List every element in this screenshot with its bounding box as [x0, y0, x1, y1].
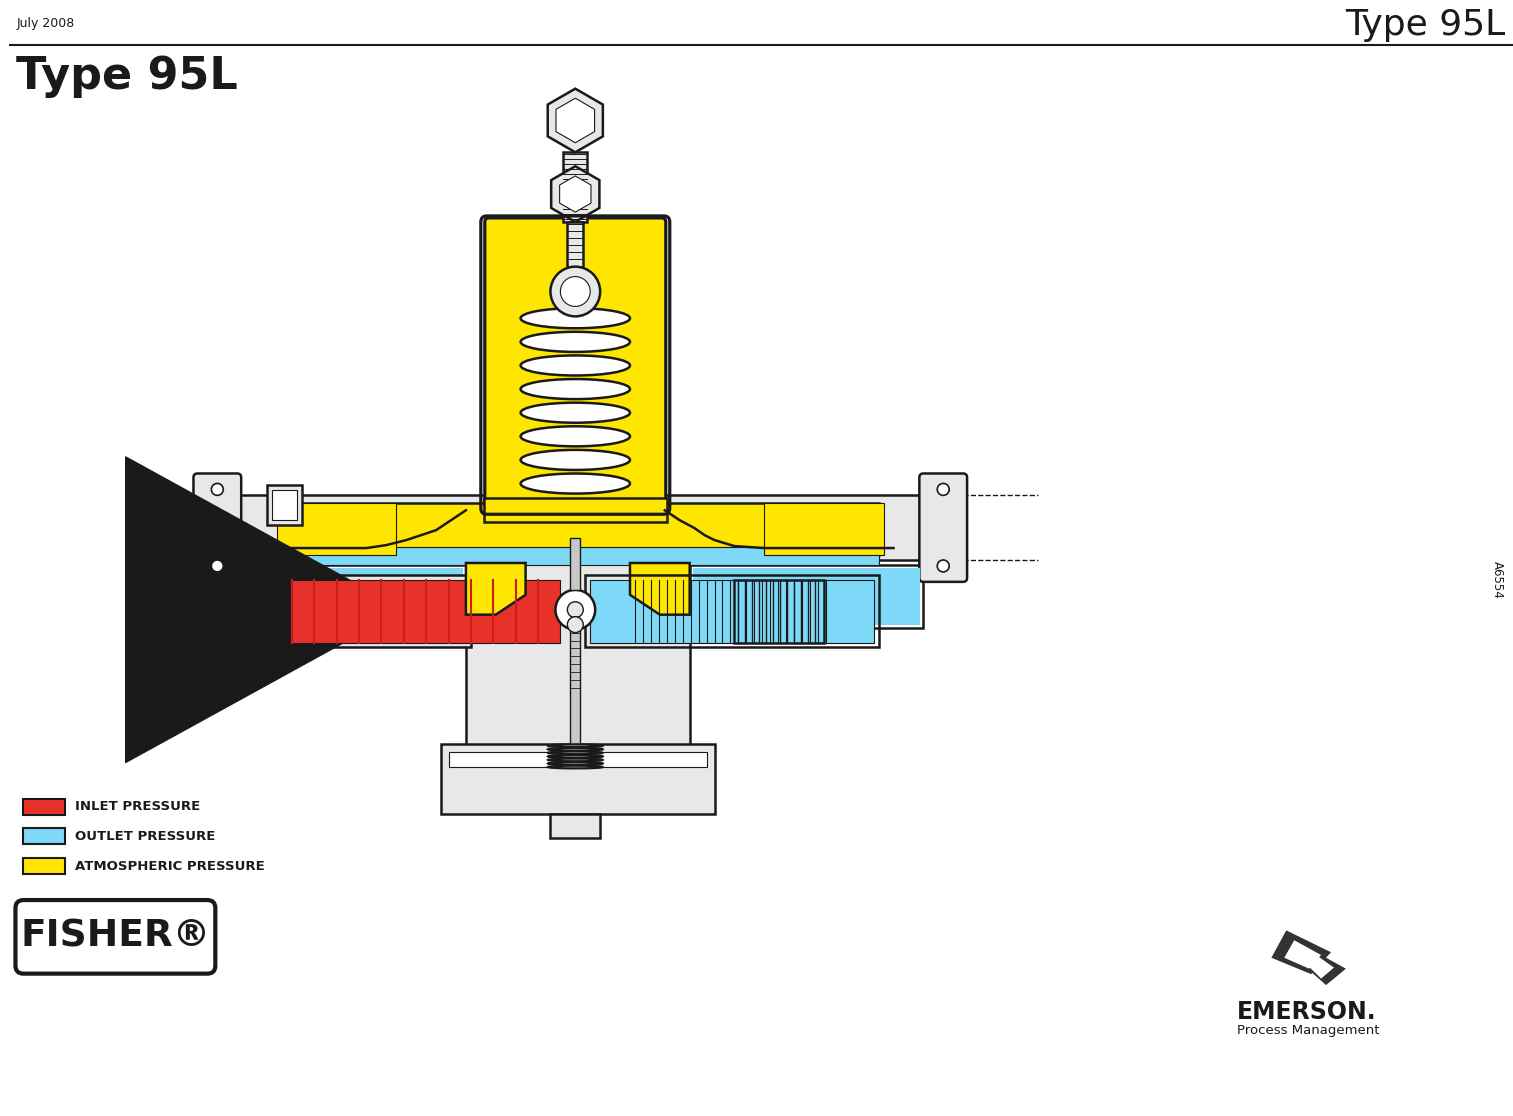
Polygon shape [629, 562, 690, 615]
Ellipse shape [520, 308, 629, 328]
Bar [590, 580, 873, 643]
Text: Type 95L: Type 95L [17, 55, 238, 98]
Bar [466, 560, 690, 773]
Circle shape [560, 277, 590, 307]
Ellipse shape [548, 762, 602, 764]
Bar [586, 575, 879, 647]
Ellipse shape [548, 756, 602, 758]
Ellipse shape [520, 403, 629, 423]
Circle shape [937, 483, 949, 496]
Text: July 2008: July 2008 [17, 17, 74, 30]
Text: INLET PRESSURE: INLET PRESSURE [76, 800, 200, 814]
Ellipse shape [548, 748, 602, 751]
Bar [563, 152, 587, 222]
Bar [23, 858, 65, 874]
Ellipse shape [520, 379, 629, 400]
Ellipse shape [548, 751, 602, 754]
Ellipse shape [548, 744, 602, 747]
Bar [292, 580, 560, 643]
Polygon shape [1304, 955, 1334, 979]
Bar [693, 568, 920, 625]
Bar [764, 503, 884, 555]
Bar [570, 538, 581, 590]
FancyBboxPatch shape [15, 901, 215, 973]
Text: EMERSON.: EMERSON. [1236, 1000, 1377, 1023]
Bar [690, 565, 923, 627]
Polygon shape [555, 98, 595, 143]
Circle shape [212, 483, 224, 496]
Ellipse shape [548, 766, 602, 768]
Polygon shape [466, 562, 525, 615]
Bar [449, 752, 707, 767]
Text: FISHER®: FISHER® [20, 918, 210, 955]
Ellipse shape [520, 355, 629, 375]
Bar [442, 744, 714, 814]
Text: Process Management: Process Management [1236, 1024, 1378, 1038]
FancyBboxPatch shape [194, 473, 241, 581]
Circle shape [567, 617, 583, 633]
Ellipse shape [520, 473, 629, 493]
Bar [231, 496, 929, 560]
Bar [570, 629, 581, 744]
Bar [281, 547, 879, 565]
Polygon shape [560, 176, 592, 212]
FancyBboxPatch shape [920, 473, 967, 581]
Circle shape [937, 560, 949, 571]
Circle shape [555, 590, 595, 629]
Ellipse shape [520, 426, 629, 446]
Text: OUTLET PRESSURE: OUTLET PRESSURE [76, 830, 215, 843]
Bar [287, 575, 471, 647]
Bar [272, 490, 297, 520]
Bar [567, 222, 583, 291]
Polygon shape [548, 88, 602, 152]
Ellipse shape [520, 450, 629, 470]
Bar [551, 814, 601, 838]
Text: Type 95L: Type 95L [1345, 8, 1505, 42]
Circle shape [551, 267, 601, 316]
Bar [266, 485, 303, 526]
Circle shape [567, 602, 583, 617]
Polygon shape [1271, 931, 1331, 974]
Bar [281, 503, 879, 555]
Bar [484, 499, 667, 522]
Polygon shape [1285, 941, 1321, 969]
Bar [277, 503, 396, 555]
Ellipse shape [548, 759, 602, 761]
Bar [734, 580, 825, 643]
Ellipse shape [520, 331, 629, 352]
Bar [238, 568, 463, 625]
Polygon shape [551, 166, 599, 222]
Bar [23, 799, 65, 815]
Text: A6554: A6554 [1490, 561, 1504, 599]
Bar [238, 565, 466, 627]
Text: ATMOSPHERIC PRESSURE: ATMOSPHERIC PRESSURE [76, 859, 265, 873]
Polygon shape [1301, 950, 1347, 985]
Bar [23, 828, 65, 845]
Circle shape [212, 560, 224, 571]
FancyBboxPatch shape [484, 218, 666, 504]
